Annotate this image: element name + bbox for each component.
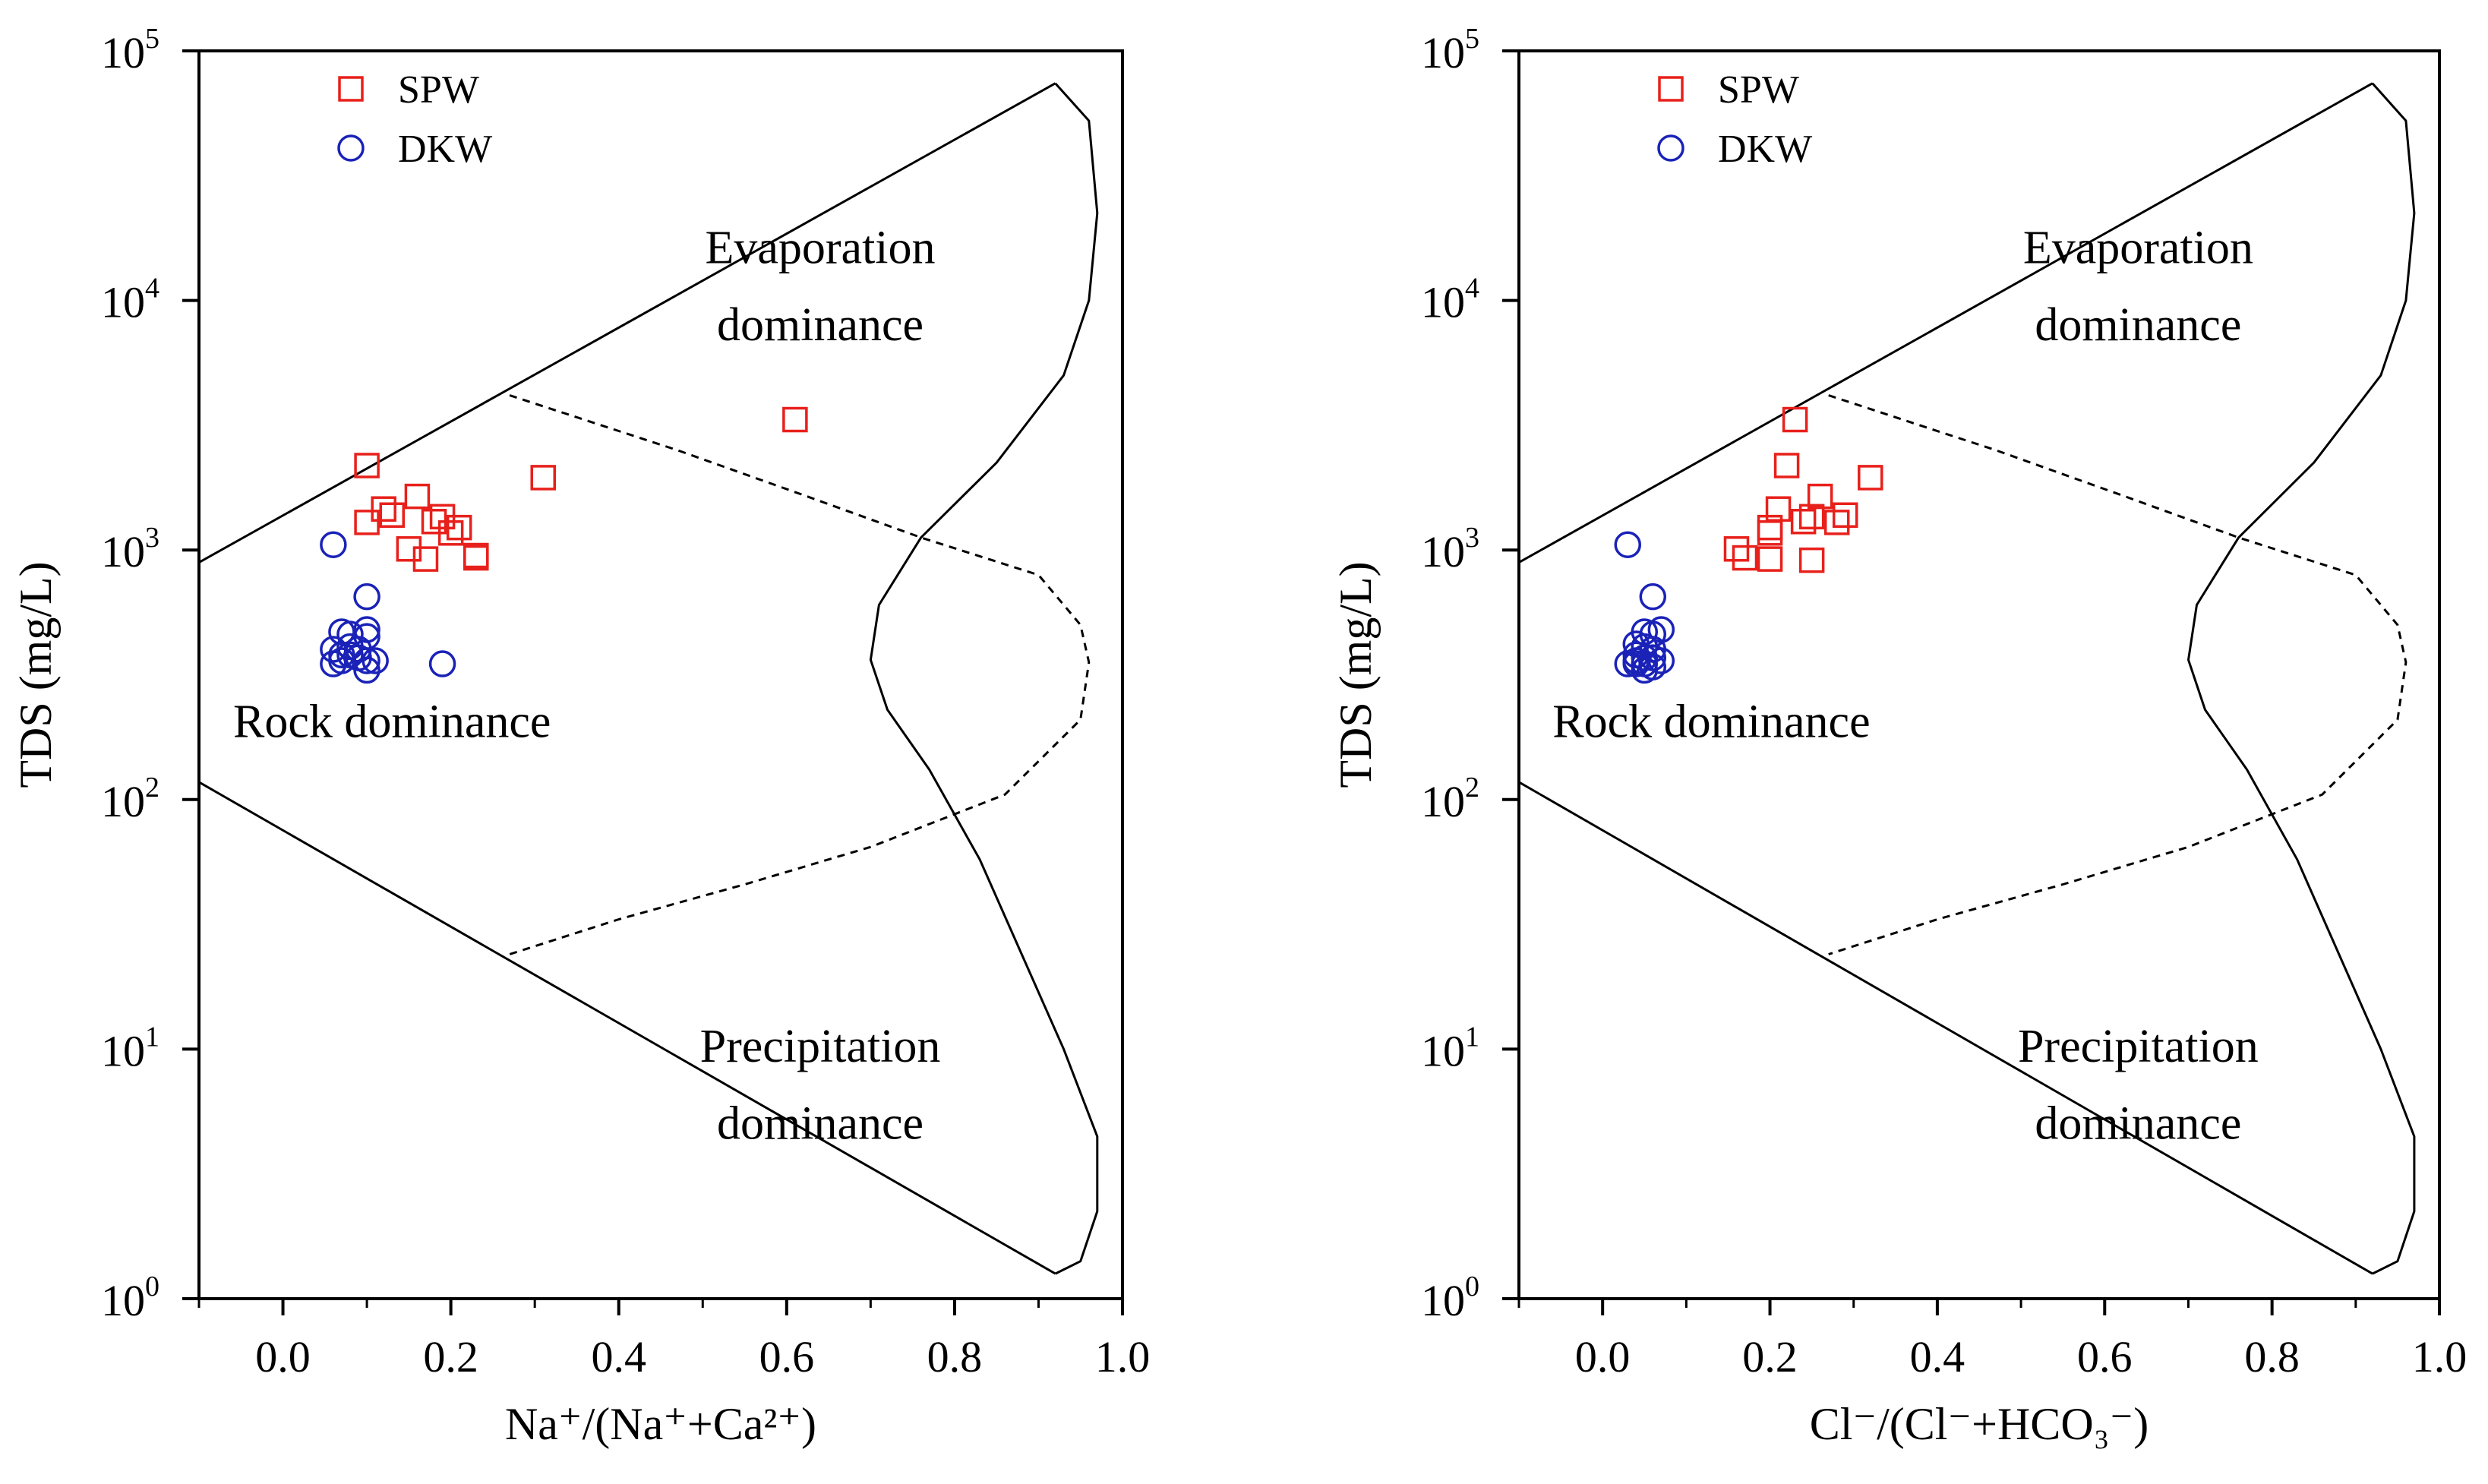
evaporation-label: Evaporation (706, 222, 936, 273)
x-tick-label: 0.6 (2077, 1332, 2133, 1381)
dkw-point (428, 650, 456, 677)
spw-point (446, 514, 472, 541)
x-axis-title: Na⁺/(Na⁺+Ca²⁺) (505, 1399, 816, 1449)
spw-point (1823, 510, 1850, 535)
y-tick-label: 105 (101, 23, 159, 77)
spw-point (404, 483, 431, 510)
y-tick-label: 105 (1421, 23, 1479, 77)
upper-boundary-line (198, 82, 1056, 564)
x-tick-label: 0.4 (1910, 1332, 1965, 1381)
evaporation-label: Evaporation (2023, 222, 2253, 273)
dkw-point (328, 641, 355, 669)
spw-point (1782, 406, 1808, 433)
legend-label-dkw: DKW (398, 128, 492, 171)
x-tick-label: 0.8 (2244, 1332, 2300, 1381)
evaporation-dominance-label: dominance (2035, 299, 2241, 351)
dkw-point (1614, 650, 1641, 677)
plot-frame (1517, 49, 2441, 1300)
spw-point (437, 520, 464, 546)
left-gibbs-panel: 0.0 0.2 0.4 0.6 0.8 1.0 100 101 102 103 104 105 Na⁺/… (11, 23, 1150, 1449)
outer-boundary-curve (2187, 82, 2416, 1275)
legend-label-dkw: DKW (1718, 128, 1812, 171)
spw-point (1807, 483, 1833, 510)
outer-boundary-curve (869, 82, 1099, 1275)
right-gibbs-panel: 0.0 0.2 0.4 0.6 0.8 1.0 100 101 102 103 104 105 Cl⁻/… (1331, 23, 2467, 1449)
dkw-point (1631, 656, 1659, 684)
x-tick-label: 0.4 (591, 1332, 646, 1381)
precipitation-dominance-label: dominance (2035, 1098, 2241, 1150)
y-tick-label: 101 (1421, 1021, 1479, 1075)
precipitation-label: Precipitation (700, 1021, 941, 1072)
y-tick-label: 100 (1421, 1271, 1479, 1325)
precipitation-label: Precipitation (2018, 1021, 2259, 1072)
y-tick-label: 102 (101, 772, 159, 826)
y-tick-label: 104 (1421, 273, 1479, 327)
y-tick-label: 103 (101, 522, 159, 576)
spw-point (463, 545, 489, 571)
legend-marker-spw (1658, 76, 1684, 102)
spw-point (379, 502, 406, 528)
legend-label-spw: SPW (398, 68, 479, 112)
spw-point (1832, 502, 1858, 528)
dashed-boundary-curve (509, 394, 1091, 955)
spw-point (371, 496, 396, 522)
spw-point (1798, 504, 1825, 530)
y-axis-title: TDS (mg/L) (1331, 561, 1381, 788)
lower-boundary-line (198, 781, 1056, 1275)
spw-point (530, 465, 556, 491)
spw-point (1773, 453, 1800, 478)
dkw-point (353, 583, 380, 611)
legend-label-spw: SPW (1718, 68, 1799, 112)
spw-point (1757, 520, 1783, 546)
evaporation-dominance-label: dominance (717, 299, 924, 351)
x-tick-label: 0.8 (927, 1332, 983, 1381)
spw-point (354, 510, 380, 535)
dkw-point (1614, 531, 1641, 558)
spw-point (1790, 509, 1817, 535)
x-tick-label: 0.0 (1575, 1332, 1631, 1381)
upper-boundary-line (1518, 82, 2373, 564)
y-tick-label: 102 (1421, 772, 1479, 826)
x-tick-label: 0.6 (759, 1332, 815, 1381)
rock-dominance-label: Rock dominance (1552, 696, 1870, 748)
dkw-point (353, 656, 380, 684)
precipitation-dominance-label: dominance (717, 1098, 924, 1150)
lower-boundary-line (1518, 781, 2373, 1275)
dkw-point (320, 650, 347, 677)
x-tick-label: 0.0 (255, 1332, 311, 1381)
spw-point (1757, 546, 1783, 572)
spw-point (782, 406, 808, 433)
dashed-boundary-curve (1828, 394, 2407, 955)
y-axis-title: TDS (mg/L) (11, 561, 61, 788)
legend-marker-dkw (337, 134, 365, 162)
dkw-point (1622, 650, 1650, 677)
dkw-point (353, 647, 380, 674)
y-tick-label: 100 (101, 1271, 159, 1325)
rock-dominance-label: Rock dominance (233, 696, 551, 748)
plot-frame (197, 49, 1124, 1300)
dkw-point (320, 531, 347, 558)
spw-point (412, 546, 439, 572)
spw-point (1732, 545, 1758, 571)
x-tick-label: 1.0 (1095, 1332, 1151, 1381)
spw-point (1858, 465, 1883, 491)
dkw-point (1639, 583, 1667, 611)
dkw-point (362, 647, 389, 674)
x-tick-label: 0.2 (1742, 1332, 1798, 1381)
y-tick-label: 101 (101, 1021, 159, 1075)
spw-point (354, 453, 380, 478)
y-tick-label: 104 (101, 273, 159, 327)
spw-point (1798, 547, 1825, 573)
x-axis-title: Cl⁻/(Cl⁻+HCO₃⁻) (1810, 1399, 2149, 1449)
x-tick-label: 1.0 (2412, 1332, 2467, 1381)
x-tick-label: 0.2 (423, 1332, 478, 1381)
spw-point (1723, 536, 1750, 562)
legend-marker-dkw (1657, 134, 1684, 162)
y-tick-label: 103 (1421, 522, 1479, 576)
legend-marker-spw (338, 76, 364, 102)
